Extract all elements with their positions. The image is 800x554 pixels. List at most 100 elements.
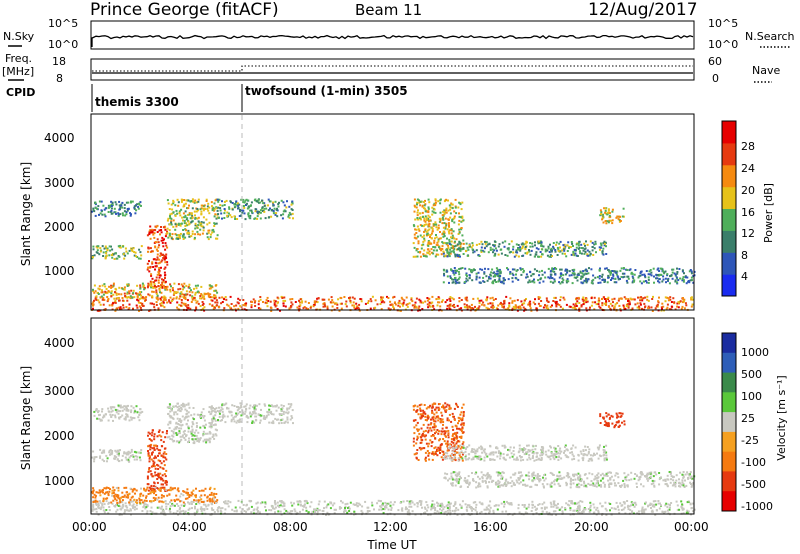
power-echo-cell — [107, 298, 110, 300]
power-echo-cell — [132, 292, 135, 295]
power-echo-cell — [121, 212, 124, 215]
power-echo-cell — [336, 303, 339, 306]
power-echo-cell — [444, 255, 447, 258]
power-echo-cell — [157, 279, 160, 282]
velocity-echo-cell — [344, 505, 347, 508]
power-echo-cell — [169, 301, 172, 304]
velocity-echo-cell — [254, 404, 257, 407]
power-echo-cell — [430, 248, 433, 251]
power-echo-cell — [419, 224, 422, 227]
velocity-echo-cell — [236, 413, 239, 416]
power-echo-cell — [267, 204, 269, 207]
power-echo-cell — [178, 303, 181, 306]
power-echo-cell — [200, 207, 203, 210]
velocity-echo-cell — [225, 502, 228, 505]
power-echo-cell — [532, 301, 535, 304]
velocity-echo-cell — [692, 502, 695, 505]
power-echo-cell — [572, 250, 575, 253]
power-echo-cell — [458, 254, 461, 256]
power-echo-cell — [449, 208, 452, 211]
power-echo-cell — [690, 298, 693, 301]
power-echo-cell — [92, 248, 95, 251]
velocity-echo-cell — [141, 510, 144, 512]
velocity-echo-cell — [160, 439, 163, 442]
power-echo-cell — [472, 269, 475, 272]
power-echo-cell — [449, 206, 452, 209]
power-echo-cell — [519, 267, 522, 270]
velocity-echo-cell — [122, 503, 124, 506]
velocity-echo-cell — [232, 416, 235, 419]
power-echo-cell — [605, 301, 608, 304]
power-echo-cell — [480, 249, 483, 252]
velocity-echo-cell — [660, 504, 662, 507]
velocity-echo-cell — [183, 504, 186, 507]
power-echo-cell — [522, 306, 525, 309]
power-echo-cell — [512, 251, 515, 254]
power-echo-cell — [575, 243, 578, 246]
velocity-echo-cell — [448, 508, 451, 511]
power-echo-cell — [603, 207, 606, 210]
velocity-echo-cell — [113, 457, 116, 460]
power-echo-cell — [199, 228, 202, 231]
power-echo-cell — [151, 295, 154, 298]
velocity-echo-cell — [175, 512, 178, 515]
power-echo-cell — [124, 214, 127, 217]
velocity-echo-cell — [224, 508, 227, 511]
velocity-echo-cell — [426, 504, 429, 507]
power-echo-cell — [161, 278, 163, 281]
velocity-echo-cell — [184, 497, 187, 500]
power-echo-cell — [179, 304, 182, 307]
power-echo-cell — [227, 304, 230, 307]
velocity-echo-cell — [266, 411, 269, 414]
power-echo-cell — [589, 252, 592, 255]
power-echo-cell — [111, 248, 114, 251]
power-echo-cell — [556, 303, 559, 306]
velocity-echo-cell — [250, 511, 253, 514]
velocity-echo-cell — [206, 432, 209, 435]
power-echo-cell — [622, 276, 624, 279]
power-echo-cell — [475, 243, 478, 246]
velocity-echo-cell — [483, 508, 486, 511]
power-echo-cell — [679, 300, 682, 303]
power-echo-cell — [457, 233, 460, 235]
power-echo-cell — [197, 302, 200, 305]
power-echo-cell — [413, 304, 416, 307]
power-echo-cell — [627, 302, 630, 305]
velocity-echo-cell — [280, 413, 283, 416]
velocity-echo-cell — [162, 467, 165, 470]
power-echo-cell — [512, 248, 515, 251]
velocity-echo-cell — [166, 481, 168, 484]
power-echo-cell — [259, 307, 262, 310]
power-echo-cell — [615, 271, 618, 274]
power-echo-cell — [424, 229, 427, 232]
velocity-echo-cell — [119, 505, 122, 508]
power-echo-cell — [421, 308, 424, 310]
power-echo-cell — [413, 198, 416, 201]
power-echo-cell — [502, 306, 505, 309]
velocity-echo-cell — [109, 453, 111, 456]
power-echo-cell — [340, 307, 343, 310]
power-echo-cell — [439, 211, 442, 214]
power-echo-cell — [164, 255, 167, 258]
power-echo-cell — [196, 208, 199, 210]
power-echo-cell — [250, 201, 253, 204]
velocity-echo-cell — [133, 417, 136, 420]
power-echo-cell — [537, 298, 540, 300]
velocity-echo-cell — [100, 419, 103, 422]
power-echo-cell — [139, 302, 142, 304]
power-echo-cell — [280, 199, 283, 202]
velocity-echo-cell — [437, 502, 440, 505]
power-echo-cell — [572, 303, 575, 306]
power-echo-cell — [507, 278, 510, 281]
velocity-echo-cell — [503, 505, 506, 508]
velocity-echo-cell — [330, 502, 333, 505]
velocity-echo-cell — [343, 509, 346, 512]
power-echo-cell — [580, 243, 583, 246]
velocity-echo-cell — [554, 510, 557, 513]
power-echo-cell — [623, 296, 626, 299]
power-echo-cell — [156, 297, 159, 300]
power-echo-cell — [471, 242, 474, 245]
velocity-echo-cell — [125, 509, 128, 512]
power-echo-cell — [618, 215, 621, 218]
velocity-echo-cell — [151, 511, 154, 514]
